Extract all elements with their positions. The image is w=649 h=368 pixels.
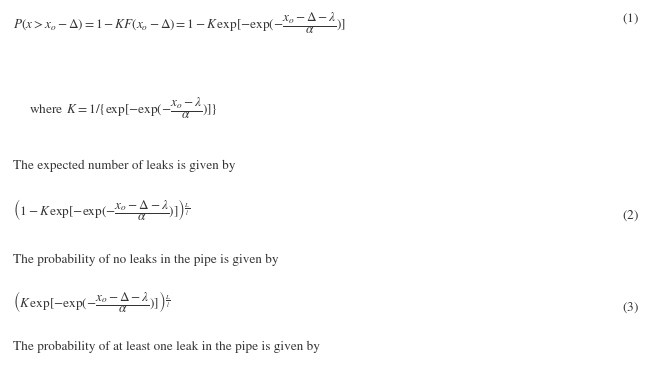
Text: $\left(K\,\mathrm{exp}[-\mathrm{exp}(-\dfrac{x_o - \Delta - \lambda}{\alpha})]\r: $\left(K\,\mathrm{exp}[-\mathrm{exp}(-\d… bbox=[13, 289, 171, 315]
Text: $(3)$: $(3)$ bbox=[622, 300, 639, 315]
Text: $\left(1 - K\,\mathrm{exp}[-\mathrm{exp}(-\dfrac{x_o - \Delta - \lambda}{\alpha}: $\left(1 - K\,\mathrm{exp}[-\mathrm{exp}… bbox=[13, 197, 190, 223]
Text: $(1)$: $(1)$ bbox=[622, 11, 639, 26]
Text: The probability of no leaks in the pipe is given by: The probability of no leaks in the pipe … bbox=[13, 254, 278, 266]
Text: The expected number of leaks is given by: The expected number of leaks is given by bbox=[13, 160, 236, 172]
Text: $\mathrm{where}\;\; K = 1/\{\mathrm{exp}[-\mathrm{exp}(-\dfrac{x_o - \lambda}{\a: $\mathrm{where}\;\; K = 1/\{\mathrm{exp}… bbox=[29, 96, 218, 121]
Text: $(2)$: $(2)$ bbox=[622, 208, 639, 223]
Text: $P(x > x_o - \Delta) = 1 - KF(x_o - \Delta) = 1 - K\,\mathrm{exp}[-\mathrm{exp}(: $P(x > x_o - \Delta) = 1 - KF(x_o - \Del… bbox=[13, 11, 346, 36]
Text: The probability of at least one leak in the pipe is given by: The probability of at least one leak in … bbox=[13, 340, 320, 353]
